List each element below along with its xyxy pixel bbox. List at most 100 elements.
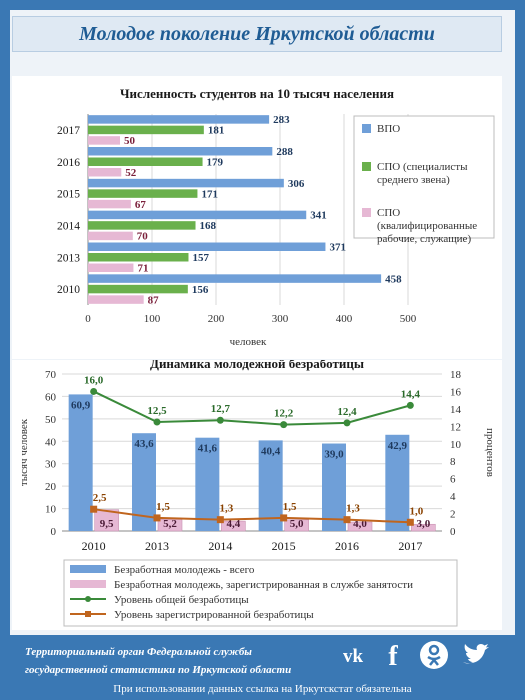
y-left-tick-label: 0 xyxy=(51,526,57,538)
bar-total-label: 60,9 xyxy=(71,399,91,411)
legend-swatch xyxy=(70,580,106,588)
y-left-tick-label: 60 xyxy=(45,391,57,403)
legend-marker xyxy=(85,596,91,602)
line-value-label: 1,3 xyxy=(346,503,360,515)
year-label: 2010 xyxy=(57,284,80,296)
bar-registered-label: 5,0 xyxy=(290,518,304,530)
odnoklassniki-icon[interactable] xyxy=(418,638,450,672)
line-marker xyxy=(280,514,288,522)
y-right-tick-label: 2 xyxy=(450,509,456,521)
bar-registered xyxy=(221,520,246,532)
line-marker xyxy=(153,418,161,426)
bar xyxy=(88,147,273,156)
bar-registered xyxy=(411,523,436,532)
legend-label: Уровень зарегистрированной безработицы xyxy=(114,609,314,621)
bar xyxy=(88,168,122,177)
legend-label: ВПО xyxy=(377,123,400,135)
bar xyxy=(88,263,134,272)
unemployment-combo-chart: Динамика молодежной безработицы010203040… xyxy=(18,356,496,627)
bar xyxy=(88,189,198,198)
bar xyxy=(88,115,270,124)
bar-total-label: 40,4 xyxy=(261,445,281,457)
line-marker xyxy=(406,518,414,526)
line-series xyxy=(93,390,411,426)
line-value-label: 14,4 xyxy=(401,388,421,400)
x-axis-label: человек xyxy=(230,336,267,348)
bar-value-label: 179 xyxy=(207,157,224,169)
x-tick-label: 100 xyxy=(144,313,161,325)
bar xyxy=(88,274,382,283)
bar xyxy=(88,242,326,251)
bar-value-label: 288 xyxy=(276,146,293,158)
y-left-tick-label: 20 xyxy=(45,481,57,493)
bar-total xyxy=(68,394,93,531)
line-marker xyxy=(343,419,351,427)
line-series xyxy=(93,508,411,524)
bar-value-label: 156 xyxy=(192,284,209,296)
year-label: 2015 xyxy=(57,189,80,201)
y-right-tick-label: 0 xyxy=(450,526,456,538)
x-tick-label: 200 xyxy=(208,313,225,325)
year-label: 2014 xyxy=(57,220,80,232)
bar-registered xyxy=(157,519,183,532)
bar-value-label: 50 xyxy=(124,135,136,147)
chart-title: Динамика молодежной безработицы xyxy=(150,360,364,371)
line-value-label: 12,5 xyxy=(147,405,167,417)
line-marker xyxy=(90,505,98,513)
bar-value-label: 341 xyxy=(310,210,327,222)
bar-total-label: 39,0 xyxy=(324,449,344,461)
twitter-icon[interactable] xyxy=(460,638,492,672)
bar-value-label: 458 xyxy=(385,273,402,285)
usage-note: При использовании данных ссылка на Иркут… xyxy=(113,683,412,695)
bar-registered-label: 4,4 xyxy=(226,518,240,530)
bar-value-label: 283 xyxy=(273,114,290,126)
facebook-icon[interactable]: f xyxy=(377,638,409,672)
legend-swatch xyxy=(70,565,106,573)
vk-icon[interactable]: vk xyxy=(337,638,369,672)
bar-registered xyxy=(94,509,119,532)
chart-title: Численность студентов на 10 тысяч населе… xyxy=(120,86,394,101)
line-value-label: 16,0 xyxy=(84,374,104,386)
bar-value-label: 171 xyxy=(201,188,218,200)
bar xyxy=(88,136,120,145)
bar-value-label: 67 xyxy=(135,199,147,211)
org-name-line-2: государственной статистики по Иркутской … xyxy=(25,664,292,676)
bar-registered-label: 3,0 xyxy=(416,518,430,530)
year-label: 2013 xyxy=(57,252,80,264)
students-chart-panel: Численность студентов на 10 тысяч населе… xyxy=(12,76,502,359)
svg-text:vk: vk xyxy=(343,646,364,667)
legend-label: СПО (квалифицированные рабочие, служащие) xyxy=(377,207,477,245)
bar-registered-label: 5,2 xyxy=(163,518,177,530)
line-marker xyxy=(280,421,288,429)
y-right-tick-label: 10 xyxy=(450,439,462,451)
x-tick-label: 2010 xyxy=(82,539,106,553)
y-left-axis-label: тысяч человек xyxy=(18,418,30,486)
title-banner: Молодое поколение Иркутской области xyxy=(12,16,502,52)
bar-total xyxy=(322,443,346,531)
y-left-tick-label: 70 xyxy=(45,369,57,381)
y-right-tick-label: 12 xyxy=(450,421,461,433)
line-value-label: 12,4 xyxy=(337,406,357,418)
x-tick-label: 300 xyxy=(272,313,289,325)
line-marker xyxy=(90,387,98,395)
footer: Территориальный орган Федеральной службы… xyxy=(0,635,525,700)
svg-text:f: f xyxy=(388,641,398,672)
y-right-tick-label: 6 xyxy=(450,474,456,486)
line-value-label: 2,5 xyxy=(93,492,107,504)
line-value-label: 1,5 xyxy=(283,501,297,513)
legend-label: СПО (специалисты среднего звена) xyxy=(377,161,468,186)
legend-swatch xyxy=(362,162,371,171)
legend-marker xyxy=(85,611,91,617)
bar-registered-label: 9,5 xyxy=(100,518,114,530)
bar xyxy=(88,221,196,230)
line-value-label: 1,3 xyxy=(219,503,233,515)
line-value-label: 1,5 xyxy=(156,501,170,513)
org-name-line-1: Территориальный орган Федеральной службы xyxy=(25,646,252,658)
bar-value-label: 157 xyxy=(192,252,209,264)
x-tick-label: 400 xyxy=(336,313,353,325)
bar-value-label: 371 xyxy=(329,242,346,254)
bar xyxy=(88,295,144,304)
line-marker xyxy=(216,516,224,524)
x-tick-label: 2017 xyxy=(398,539,422,553)
bar-value-label: 70 xyxy=(137,231,149,243)
